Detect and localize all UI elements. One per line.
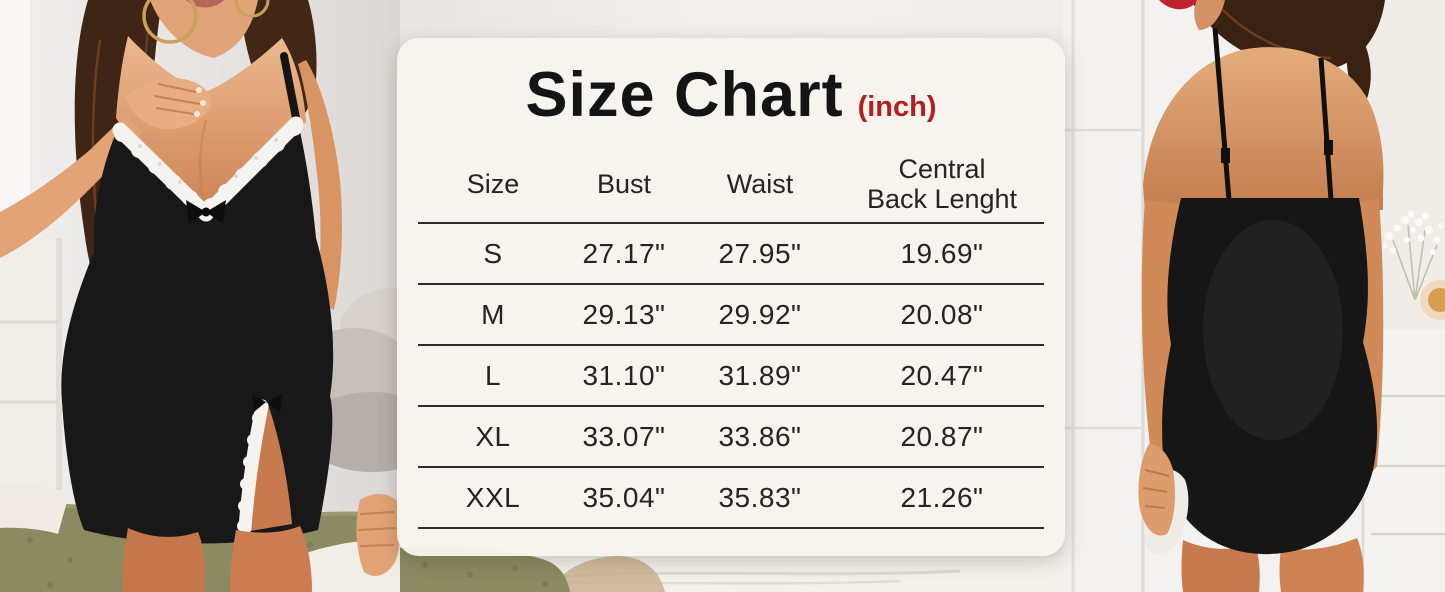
model-front-photo: [0, 0, 400, 592]
table-row-m: M 29.13" 29.92" 20.08": [418, 284, 1044, 345]
blanket-roll: [550, 556, 665, 592]
column-header-central-back-length: Central Back Lenght: [866, 153, 1018, 214]
bed-sheet: [0, 483, 68, 534]
column-header-bust: Bust: [596, 168, 652, 199]
cell-central: 21.26": [900, 481, 984, 513]
cell-size: XXL: [465, 481, 521, 513]
cell-waist: 33.86": [718, 420, 802, 452]
column-header-size: Size: [466, 168, 520, 199]
page-title: Size Chart: [525, 60, 844, 130]
nightstand: [0, 238, 60, 490]
chin: [1194, 0, 1225, 30]
cell-size: M: [481, 298, 505, 330]
side-arm: [298, 60, 342, 310]
leg: [122, 528, 205, 592]
cell-waist: 35.83": [718, 481, 802, 513]
raised-arm: [0, 116, 142, 258]
cell-central: 20.87": [900, 420, 984, 452]
shoulder-strap: [280, 52, 300, 122]
strap-adjuster: [1221, 148, 1230, 163]
shoulder-strap: [1318, 57, 1334, 201]
leg: [230, 526, 312, 592]
unit-label: (inch): [857, 91, 937, 123]
hoop-earring: [234, 0, 270, 18]
cell-central: 20.47": [900, 359, 984, 391]
cell-bust: 35.04": [582, 481, 666, 513]
cell-bust: 33.07": [582, 420, 666, 452]
size-table: Size Bust Waist Central Back Lenght S 27…: [418, 146, 1044, 529]
lamp: [1428, 288, 1445, 312]
knit-blanket: [400, 545, 570, 592]
shoulder-strap: [1212, 27, 1232, 201]
table-row-s: S 27.17" 27.95" 19.69": [418, 223, 1044, 284]
cell-bust: 27.17": [582, 237, 666, 269]
cell-central: 19.69": [900, 237, 984, 269]
cell-size: S: [483, 237, 503, 269]
cell-central: 20.08": [900, 298, 984, 330]
cell-bust: 31.10": [582, 359, 666, 391]
chin-neck: [150, 0, 258, 58]
size-chart-panel: Size Chart (inch) Size Bust Waist Centra…: [397, 38, 1065, 556]
hand: [356, 494, 400, 576]
table-row-xxl: XXL 35.04" 35.83" 21.26": [418, 467, 1044, 528]
cell-size: XL: [475, 420, 511, 452]
table-row-l: L 31.10" 31.89" 20.47": [418, 345, 1044, 406]
slit-thigh: [244, 404, 292, 532]
hair: [1191, 0, 1385, 71]
cell-size: L: [484, 359, 502, 391]
chemise-dress-back: [1162, 198, 1378, 555]
strap-adjuster: [1324, 140, 1333, 155]
model-back: [1138, 0, 1385, 592]
leg: [1181, 540, 1260, 592]
size-chart-header: Size Chart (inch): [397, 64, 1065, 136]
lips: [1159, 0, 1197, 10]
hoop-earring: [142, 0, 198, 44]
column-header-waist: Waist: [726, 168, 794, 199]
cell-waist: 27.95": [718, 237, 802, 269]
babys-breath-flowers: [1382, 210, 1444, 301]
cell-waist: 31.89": [718, 359, 802, 391]
table-header-row: Size Bust Waist Central Back Lenght: [418, 146, 1044, 223]
table-row-xl: XL 33.07" 33.86" 20.87": [418, 406, 1044, 467]
model-front: [0, 0, 400, 592]
cell-bust: 29.13": [582, 298, 666, 330]
bow: [252, 394, 282, 412]
model-back-photo: [1063, 0, 1445, 592]
leg: [1279, 538, 1364, 592]
cell-waist: 29.92": [718, 298, 802, 330]
